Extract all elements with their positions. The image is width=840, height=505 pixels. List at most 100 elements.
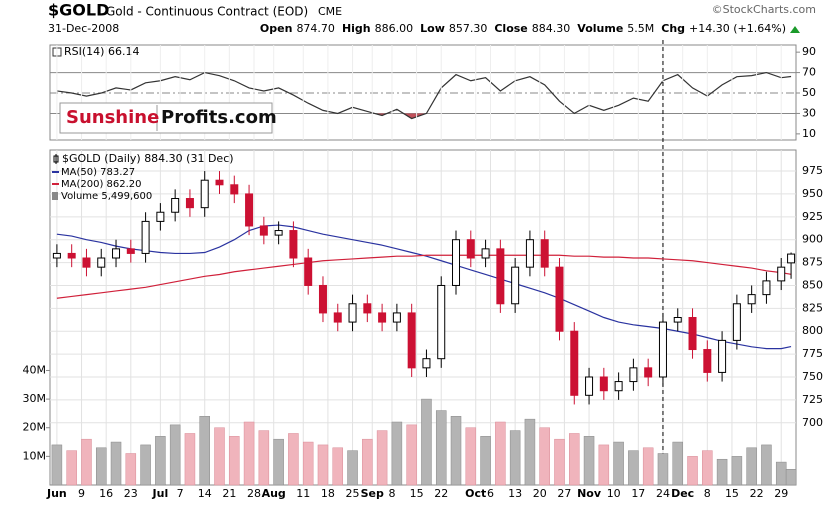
x-tick-label: 20 xyxy=(533,487,547,500)
candle-body xyxy=(112,248,121,259)
volume-bar xyxy=(524,418,536,486)
volume-bar xyxy=(480,436,491,486)
y-tick-label: 975 xyxy=(802,164,823,177)
moving-average xyxy=(56,224,792,350)
candle-body xyxy=(52,252,61,259)
quote-label: Volume xyxy=(577,22,623,35)
x-tick-label: 28 xyxy=(247,487,261,500)
candle-body xyxy=(333,312,342,323)
candle-body xyxy=(215,179,224,186)
candle-body xyxy=(126,248,135,254)
x-tick-label: 14 xyxy=(198,487,212,500)
y-tick-label: 750 xyxy=(802,370,823,383)
volume-bar xyxy=(628,450,639,486)
y-tick-label: 10 xyxy=(802,127,816,140)
volume-bar xyxy=(347,450,358,486)
candle-body xyxy=(644,367,653,378)
y-tick-label: 725 xyxy=(802,393,823,406)
legend-label: MA(200) 862.20 xyxy=(61,179,142,190)
y-tick-label: 50 xyxy=(802,86,816,99)
x-tick-label: 7 xyxy=(177,487,184,500)
up-arrow xyxy=(790,26,800,33)
volume-bar xyxy=(509,430,521,486)
candle-body xyxy=(156,211,165,222)
volume-bar xyxy=(613,441,624,486)
volume-bar xyxy=(569,433,580,486)
volume-bar xyxy=(81,438,92,486)
candle-body xyxy=(718,339,727,373)
volume-bar xyxy=(435,410,447,486)
legend-label: Volume 5,499,600 xyxy=(61,191,152,202)
x-tick-label: 18 xyxy=(321,487,335,500)
y-tick-label: 850 xyxy=(802,278,823,291)
candle-body xyxy=(407,312,416,369)
logo-left: Sunshine xyxy=(66,107,159,128)
volume-bar xyxy=(243,421,255,486)
volume-bar xyxy=(184,433,196,486)
volume-bar xyxy=(642,447,654,486)
candle-body xyxy=(673,317,682,323)
x-tick-label: 17 xyxy=(631,487,645,500)
volume-bar xyxy=(66,450,77,486)
x-tick-label: 6 xyxy=(487,487,494,500)
y-tick-label: 775 xyxy=(802,347,823,360)
candle-body xyxy=(540,239,549,268)
y-tick-label: 800 xyxy=(802,324,823,337)
quote-label: Chg xyxy=(661,22,685,35)
volume-bar xyxy=(554,438,565,486)
volume-bar xyxy=(406,424,417,486)
y2-tick-label: 30M xyxy=(23,392,47,405)
volume-bar xyxy=(110,441,122,486)
volume-bar xyxy=(731,456,743,486)
y-tick-label: 925 xyxy=(802,210,823,223)
candle-body xyxy=(378,312,387,323)
volume-bar xyxy=(687,456,698,486)
candle-body xyxy=(318,284,327,314)
volume-bar xyxy=(391,421,403,486)
candle-body xyxy=(732,303,741,341)
candle-body xyxy=(629,367,638,383)
instrument-name: Gold - Continuous Contract (EOD) xyxy=(106,5,308,19)
candle-body xyxy=(348,303,357,323)
candle-body xyxy=(259,225,268,236)
candle-body xyxy=(245,193,254,227)
volume-bar xyxy=(317,444,329,486)
y-tick-label: 950 xyxy=(802,187,823,200)
candle-body xyxy=(200,179,209,209)
volume-bar xyxy=(716,458,728,486)
x-tick-label: 22 xyxy=(434,487,448,500)
candle-body xyxy=(762,280,771,296)
y-tick-label: 90 xyxy=(802,45,816,58)
y-tick-label: 70 xyxy=(802,66,816,79)
x-tick-label: Aug xyxy=(262,487,286,500)
x-tick-label: Jun xyxy=(46,487,67,500)
y-tick-label: 900 xyxy=(802,233,823,246)
candle-body xyxy=(289,230,298,259)
quote-value: 886.00 xyxy=(375,22,414,35)
volume-bar xyxy=(258,430,270,486)
legend-label: MA(50) 783.27 xyxy=(61,167,135,178)
volume-bar xyxy=(583,436,595,486)
candle-body xyxy=(437,284,446,360)
x-tick-label: 10 xyxy=(607,487,621,500)
quote-label: Open xyxy=(260,22,293,35)
moving-average xyxy=(56,254,792,299)
x-tick-label: 23 xyxy=(124,487,138,500)
candle-body xyxy=(452,239,461,286)
candle-body xyxy=(230,184,239,195)
quote-value: 5.5M xyxy=(627,22,654,35)
quote-value: 884.30 xyxy=(532,22,571,35)
candle-body xyxy=(466,239,475,259)
volume-bar xyxy=(140,444,151,486)
candle-body xyxy=(141,220,150,254)
x-tick-label: 9 xyxy=(78,487,85,500)
candle-body xyxy=(614,381,623,392)
x-tick-label: 27 xyxy=(557,487,571,500)
x-tick-label: 15 xyxy=(410,487,424,500)
quote-label: Close xyxy=(494,22,527,35)
volume-bar xyxy=(302,441,314,486)
quote-value: +14.30 (+1.64%) xyxy=(689,22,786,35)
x-tick-label: 13 xyxy=(508,487,522,500)
candle-body xyxy=(67,252,76,259)
